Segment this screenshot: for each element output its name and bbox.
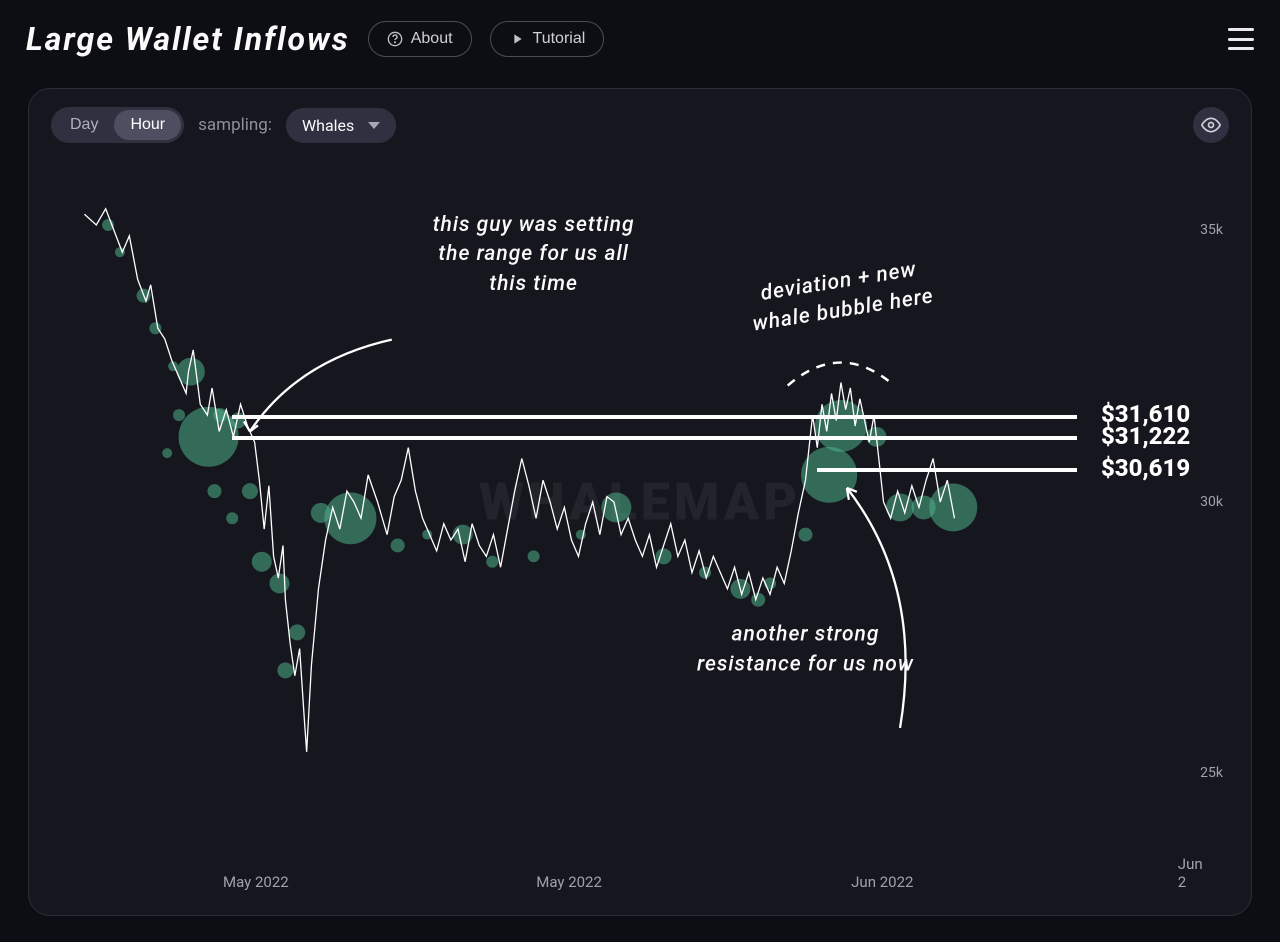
x-axis-tick: Jun 2 — [1178, 855, 1213, 891]
price-label: $31,222 — [1101, 422, 1190, 450]
about-button[interactable]: About — [368, 21, 472, 57]
price-line — [232, 436, 1077, 440]
eye-icon — [1201, 115, 1221, 135]
tutorial-label: Tutorial — [533, 30, 586, 48]
timeframe-segmented: Day Hour — [51, 107, 184, 143]
chart-toolbar: Day Hour sampling: Whales — [51, 107, 1229, 143]
tab-day[interactable]: Day — [54, 110, 114, 140]
menu-button[interactable] — [1228, 28, 1254, 50]
price-line — [817, 468, 1077, 472]
chart-panel: Day Hour sampling: Whales WHALEMAP $31,6… — [28, 88, 1252, 916]
page-title: Large Wallet Inflows — [26, 20, 350, 58]
chart-area[interactable]: WHALEMAP $31,610$31,222$30,61925k30k35kM… — [49, 149, 1231, 855]
visibility-toggle[interactable] — [1193, 107, 1229, 143]
sampling-dropdown[interactable]: Whales — [286, 108, 396, 143]
chevron-down-icon — [368, 122, 380, 129]
header: Large Wallet Inflows About Tutorial — [0, 0, 1280, 78]
about-label: About — [411, 30, 453, 48]
price-line — [232, 415, 1077, 419]
sampling-label: sampling: — [198, 115, 272, 135]
chart-svg — [49, 149, 1231, 855]
tutorial-button[interactable]: Tutorial — [490, 21, 605, 57]
annotation-a1: this guy was settingthe range for us all… — [433, 211, 635, 299]
play-icon — [509, 31, 525, 47]
x-axis-tick: Jun 2022 — [851, 873, 913, 891]
x-axis-tick: May 2022 — [223, 873, 289, 891]
tab-hour[interactable]: Hour — [114, 110, 181, 140]
help-icon — [387, 31, 403, 47]
price-label: $30,619 — [1101, 454, 1190, 482]
annotation-a3: another strongresistance for us now — [697, 621, 914, 680]
dropdown-value: Whales — [302, 116, 354, 135]
x-axis-tick: May 2022 — [536, 873, 602, 891]
